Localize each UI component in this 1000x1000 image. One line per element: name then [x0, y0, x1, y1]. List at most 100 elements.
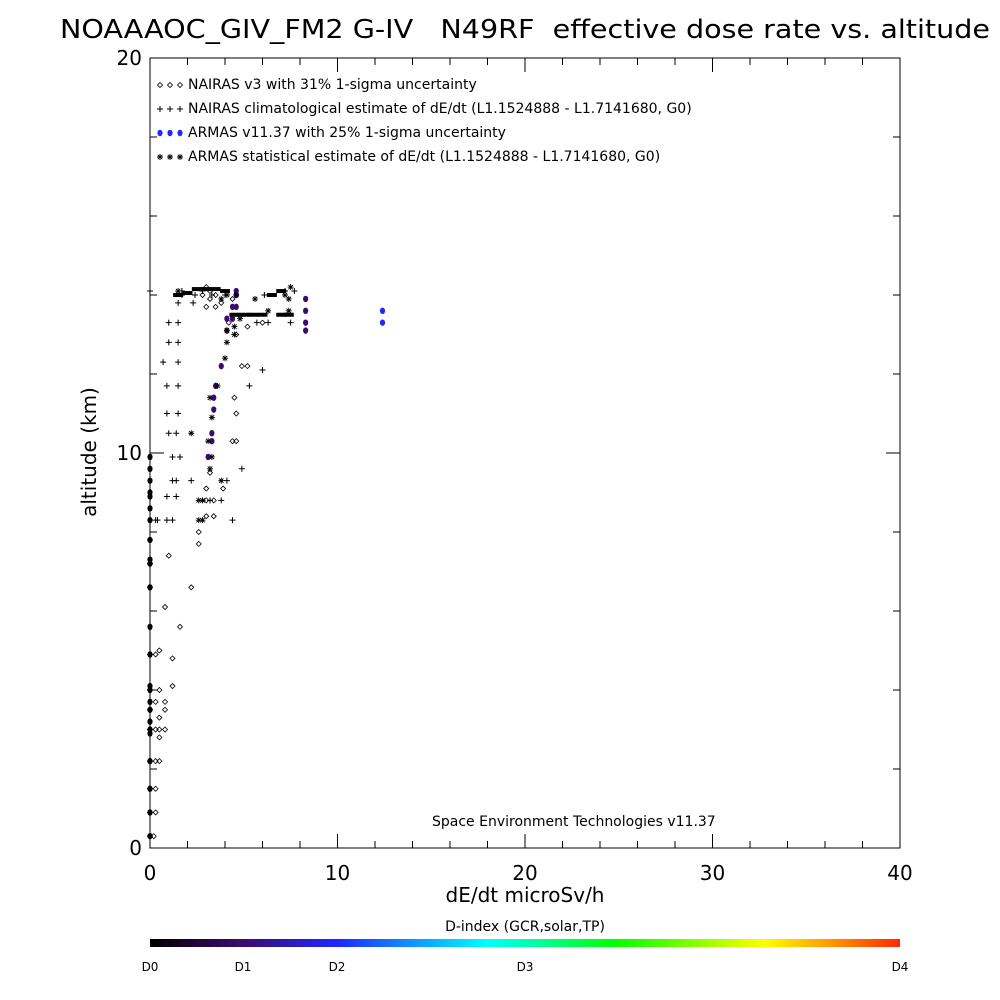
bar-point	[238, 312, 249, 317]
bar-point	[229, 312, 240, 317]
diamond-point	[206, 469, 214, 476]
dot-point	[147, 584, 153, 591]
legend-marker	[167, 129, 173, 137]
plot-area	[149, 57, 901, 849]
diamond-point	[152, 698, 159, 705]
asterisk-point	[223, 292, 230, 298]
bar-point	[182, 291, 193, 296]
diamond-point	[229, 295, 236, 303]
x-axis-label: dE/dt microSv/h	[446, 883, 605, 907]
plus-point	[253, 319, 260, 326]
diamond-point	[206, 295, 214, 303]
plus-point	[246, 382, 253, 389]
dot-point	[303, 319, 309, 326]
bar-point	[210, 287, 221, 292]
plus-point	[165, 339, 172, 346]
dot-point	[205, 453, 211, 461]
plus-point	[163, 493, 170, 500]
colorbar-label: D3	[517, 960, 534, 974]
diamond-point	[156, 647, 163, 654]
plus-point	[154, 517, 161, 524]
diamond-point	[176, 623, 184, 630]
asterisk-point	[218, 295, 225, 302]
bar-point	[220, 289, 230, 294]
y-tick-label: 0	[129, 836, 142, 860]
diamond-point	[169, 682, 176, 690]
asterisk-point	[207, 394, 213, 401]
plus-point	[175, 319, 182, 326]
plus-point	[223, 477, 230, 484]
asterisk-point	[207, 465, 213, 472]
bar-point	[201, 287, 212, 292]
asterisk-point	[231, 323, 238, 330]
bar-point	[283, 312, 294, 317]
asterisk-point	[252, 295, 258, 302]
legend-entry-nairas-v3: NAIRAS v3 with 31% 1-sigma uncertainty	[188, 77, 477, 93]
plus-point	[190, 299, 197, 306]
asterisk-point	[205, 438, 212, 445]
diamond-point	[233, 410, 240, 417]
legend-marker	[177, 106, 183, 112]
x-tick-label: 10	[325, 861, 350, 885]
x-tick-label: 0	[144, 861, 157, 885]
diamond-point	[156, 758, 163, 765]
bar-point	[276, 312, 287, 317]
legend: NAIRAS v3 with 31% 1-sigma uncertainty N…	[188, 77, 692, 165]
plus-point	[175, 359, 182, 366]
asterisk-point	[195, 517, 202, 524]
dot-point	[303, 295, 309, 303]
plus-point	[291, 288, 298, 295]
dot-point	[233, 303, 239, 311]
dot-point	[147, 623, 153, 630]
plus-point	[265, 319, 272, 326]
bar-point	[173, 293, 184, 297]
plus-point	[175, 410, 182, 417]
asterisk-point	[265, 307, 272, 314]
legend-marker	[167, 154, 173, 160]
plus-point	[173, 430, 180, 437]
axis-ticks	[149, 57, 901, 849]
diamond-point	[188, 584, 195, 591]
legend-marker	[177, 129, 183, 137]
diamond-point	[203, 513, 210, 520]
plus-point	[175, 299, 182, 306]
asterisk-point	[285, 295, 292, 302]
diamond-point	[156, 726, 163, 733]
dot-point	[303, 307, 309, 314]
dot-point	[147, 809, 153, 816]
asterisk-point	[214, 382, 221, 389]
colorbar-label: D1	[235, 960, 252, 974]
legend-marker	[176, 81, 184, 89]
plus-point	[259, 367, 266, 374]
diamond-point	[233, 438, 240, 445]
diamond-point	[161, 726, 169, 733]
diamond-point	[156, 686, 163, 694]
plus-point	[188, 477, 195, 484]
diamond-point	[195, 540, 202, 547]
dot-point	[147, 757, 153, 765]
bar-point	[248, 312, 259, 317]
plus-point	[229, 517, 236, 524]
diamond-point	[244, 363, 251, 370]
dot-point	[218, 362, 224, 370]
legend-entry-nairas-climatological: NAIRAS climatological estimate of dE/dt …	[188, 101, 692, 117]
diamond-point	[259, 319, 266, 326]
dot-point	[229, 303, 236, 311]
plus-point	[218, 497, 225, 504]
plus-point	[165, 319, 172, 326]
plus-point	[175, 339, 182, 346]
diamond-point	[231, 394, 238, 401]
diamond-point	[152, 809, 159, 816]
colorbar-labels: D0 D1 D2 D3 D4	[142, 960, 909, 974]
asterisk-point	[208, 414, 215, 421]
colorbar-label: D4	[892, 960, 909, 974]
legend-marker	[167, 106, 173, 112]
diamond-point	[161, 698, 169, 705]
diamond-point	[220, 485, 227, 492]
legend-marker	[157, 106, 163, 112]
dot-point	[147, 536, 153, 544]
plus-point	[165, 430, 172, 437]
diamond-point	[203, 485, 210, 492]
asterisk-point	[233, 292, 240, 298]
plus-point	[287, 319, 294, 326]
